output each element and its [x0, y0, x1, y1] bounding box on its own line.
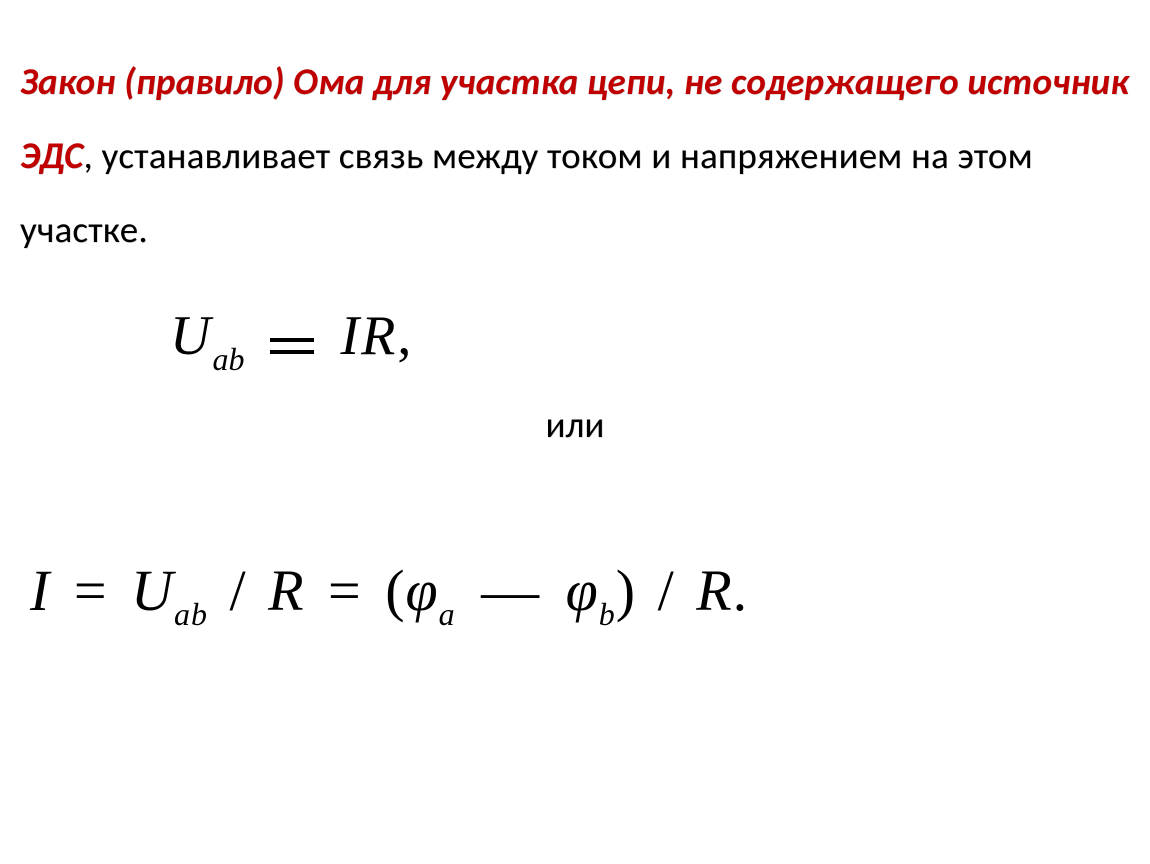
eq2-eq2: = [328, 558, 362, 623]
eq2-R1: R [268, 558, 304, 623]
heading-paragraph: Закон (правило) Ома для участка цепи, не… [20, 45, 1130, 267]
slide: Закон (правило) Ома для участка цепи, не… [0, 0, 1150, 864]
eq2-minus: — [481, 558, 540, 623]
eq2-lparen: ( [385, 558, 405, 623]
eq2-sub-ab: ab [174, 596, 208, 632]
eq1-comma: , [397, 305, 413, 367]
eq1-R: R [361, 305, 397, 367]
eq2-phi-b: φ [566, 558, 599, 623]
eq2-rparen: ) [616, 558, 636, 623]
eq1-I: I [340, 305, 361, 367]
eq2-sub-b: b [599, 596, 616, 632]
eq2-U: U [131, 558, 174, 623]
eq1-U: U [170, 305, 212, 367]
heading-black-part: , устанавливает связь между током и напр… [20, 133, 1033, 252]
or-word: или [20, 402, 1130, 447]
eq2-sub-a: a [439, 596, 456, 632]
eq2-slash1: / [229, 558, 246, 623]
eq2-slash2: / [658, 558, 675, 623]
eq2-R2: R [696, 558, 732, 623]
equation-1: Uab IR, [20, 304, 1130, 374]
eq2-I: I [30, 558, 50, 623]
eq1-equals-icon [270, 336, 314, 356]
eq1-sub-ab: ab [212, 341, 244, 377]
equation-2: I = Uab / R = (φa — φb) / R. [20, 557, 1130, 631]
eq2-eq1: = [74, 558, 108, 623]
eq2-phi-a: φ [406, 558, 439, 623]
eq2-dot: . [733, 558, 749, 623]
